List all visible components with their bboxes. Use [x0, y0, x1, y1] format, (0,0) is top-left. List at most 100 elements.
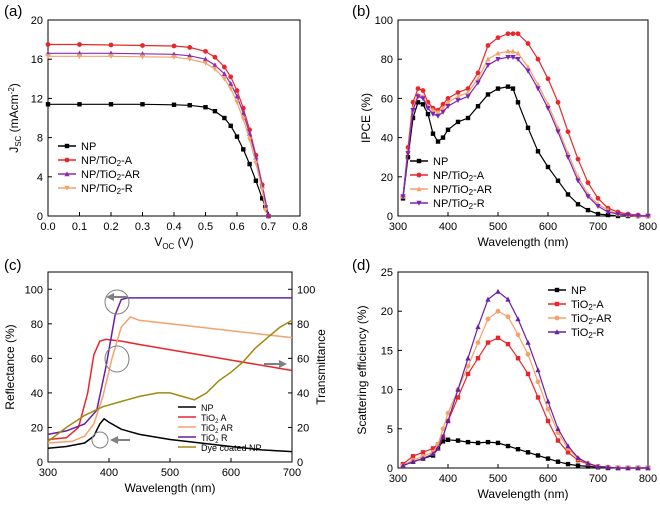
data-point — [425, 111, 431, 117]
y-tick-label: 4 — [37, 172, 43, 184]
data-point — [510, 31, 516, 37]
x-tick-label: 700 — [589, 221, 607, 233]
data-point — [505, 296, 511, 302]
data-point — [515, 100, 521, 105]
data-point — [455, 90, 461, 95]
data-point — [495, 57, 501, 62]
y-tick-label: 40 — [31, 388, 43, 400]
data-point — [585, 207, 591, 213]
data-point — [187, 103, 192, 108]
data-point — [475, 80, 481, 86]
data-point — [565, 155, 571, 160]
legend-label: NP — [201, 403, 214, 413]
data-point — [222, 64, 227, 70]
data-point — [212, 62, 218, 68]
data-point — [605, 464, 611, 470]
data-point — [187, 57, 193, 62]
y-tick-label: 25 — [381, 267, 393, 279]
x-tick-label: 500 — [161, 467, 179, 479]
data-point — [420, 102, 426, 107]
y-right-tick-label: 20 — [297, 422, 309, 434]
data-point — [635, 213, 641, 219]
data-point — [234, 100, 240, 106]
data-point — [555, 99, 561, 105]
y-tick-label: 20 — [31, 15, 43, 27]
data-point — [108, 54, 114, 60]
data-point — [455, 93, 461, 99]
data-point — [605, 212, 611, 218]
x-tick-label: 600 — [222, 467, 240, 479]
data-point — [435, 445, 441, 451]
data-point — [525, 371, 531, 377]
x-tick-label: 0.6 — [229, 221, 244, 233]
panel-a: 0.0 0.1 0.2 0.3 0.4 0.5 0.6 0.7 0.8 0 4 8 12 16 20 (a) V… — [4, 3, 308, 251]
data-point — [265, 213, 272, 219]
data-point — [410, 107, 416, 113]
series-line-3 — [47, 297, 292, 436]
plot-frame — [397, 271, 649, 469]
data-point — [515, 31, 521, 37]
data-point — [535, 379, 541, 385]
data-point — [545, 406, 551, 412]
series-line-1 — [48, 43, 270, 217]
y-right-tick-label: 100 — [297, 284, 315, 296]
data-point — [575, 463, 581, 468]
data-point — [525, 339, 531, 345]
data-point — [485, 56, 491, 62]
data-point — [455, 395, 461, 400]
data-point — [108, 42, 114, 48]
data-point — [585, 460, 591, 466]
data-point — [171, 43, 177, 49]
series-line-1 — [47, 338, 293, 441]
data-point — [495, 308, 501, 314]
legend-marker — [554, 287, 560, 293]
data-point — [495, 35, 501, 41]
data-point — [635, 465, 641, 471]
y-axis-label: IPCE (%) — [359, 93, 373, 143]
y-tick-label: 5 — [387, 424, 393, 436]
legend-marker — [64, 185, 70, 191]
data-point — [485, 316, 491, 322]
panel-label: (a) — [4, 3, 22, 20]
data-point — [545, 456, 551, 461]
legend-label: TiO2 A — [201, 413, 227, 425]
legend-marker — [554, 301, 560, 307]
data-point — [203, 48, 208, 54]
y-tick-label: 80 — [381, 54, 393, 66]
data-point — [234, 88, 240, 93]
data-point — [505, 341, 511, 347]
data-point — [565, 443, 571, 449]
data-point — [505, 55, 511, 61]
data-point — [515, 316, 521, 322]
data-point — [228, 80, 234, 86]
x-tick-label: 400 — [439, 221, 457, 233]
x-axis-label: Wavelength (nm) — [125, 481, 216, 495]
x-tick-label: 0.5 — [198, 221, 213, 233]
data-point — [430, 107, 436, 113]
data-point — [228, 86, 234, 92]
y-tick-label: 15 — [381, 345, 393, 357]
data-point — [485, 296, 491, 302]
data-point — [440, 135, 446, 140]
legend-label: TiO2-R — [571, 327, 604, 340]
data-point — [475, 324, 481, 330]
data-point — [505, 314, 511, 320]
data-point — [465, 439, 471, 445]
data-point — [475, 104, 481, 109]
arrow-head-icon — [110, 436, 118, 444]
plot-frame — [397, 19, 649, 217]
data-point — [535, 56, 541, 62]
data-point — [525, 125, 531, 130]
x-tick-label: 700 — [283, 467, 301, 479]
data-point — [440, 101, 446, 107]
series-line-4 — [47, 319, 293, 442]
data-point — [555, 178, 561, 183]
arrow-head-icon — [279, 360, 287, 368]
legend-label: TiO2 AR — [201, 423, 234, 435]
x-axis-label: Wavelength (nm) — [478, 235, 569, 249]
data-point — [430, 446, 436, 451]
y-tick-label: 20 — [31, 422, 43, 434]
data-point — [415, 100, 421, 105]
data-point — [228, 123, 233, 129]
